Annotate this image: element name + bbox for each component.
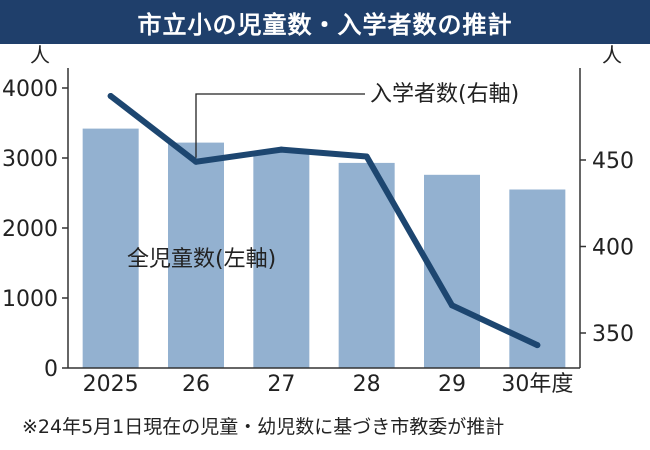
left-tick-label-0: 0 <box>44 357 58 382</box>
line-point-28 <box>363 153 370 160</box>
x-tick-label-3: 28 <box>353 372 381 397</box>
line-point-27 <box>278 146 285 153</box>
left-tick-label-3000: 3000 <box>2 147 58 172</box>
bar-26 <box>168 142 224 368</box>
bar-27 <box>253 152 310 368</box>
left-tick-label-1000: 1000 <box>2 287 58 312</box>
bar-2025 <box>82 128 139 368</box>
left-axis-unit: 人 <box>30 44 50 67</box>
x-tick-label-2: 27 <box>267 372 295 397</box>
line-point-2025 <box>107 92 114 99</box>
line-point-30年度 <box>534 342 541 349</box>
x-tick-label-5: 30年度 <box>501 372 573 397</box>
right-tick-label-350: 350 <box>592 322 634 347</box>
chart-title-bar: 市立小の児童数・入学者数の推計 <box>0 0 650 44</box>
x-tick-label-1: 26 <box>182 372 210 397</box>
chart-title: 市立小の児童数・入学者数の推計 <box>137 10 513 39</box>
bar-series-label: 全児童数(左軸) <box>127 247 276 272</box>
line-point-29 <box>449 302 455 309</box>
left-tick-label-4000: 4000 <box>2 77 58 102</box>
x-tick-label-4: 29 <box>438 372 466 397</box>
chart-area: 0 1000 2000 3000 4000 人 350 400 450 人 2025 26 27 28 29… <box>2 44 634 397</box>
right-tick-label-450: 450 <box>592 149 634 174</box>
line-point-26 <box>193 158 199 165</box>
line-series-label: 入学者数(右軸) <box>370 82 519 107</box>
bar-30年度 <box>509 189 566 368</box>
bar-28 <box>338 162 395 368</box>
line-series-entrants <box>107 92 541 349</box>
line-label-leader <box>195 93 365 158</box>
right-axis-unit: 人 <box>602 44 622 67</box>
footnote: ※24年5月1日現在の児童・幼児数に基づき市教委が推計 <box>22 416 505 438</box>
x-tick-label-0: 2025 <box>83 372 139 397</box>
right-tick-label-400: 400 <box>592 236 634 261</box>
left-tick-label-2000: 2000 <box>2 217 58 242</box>
